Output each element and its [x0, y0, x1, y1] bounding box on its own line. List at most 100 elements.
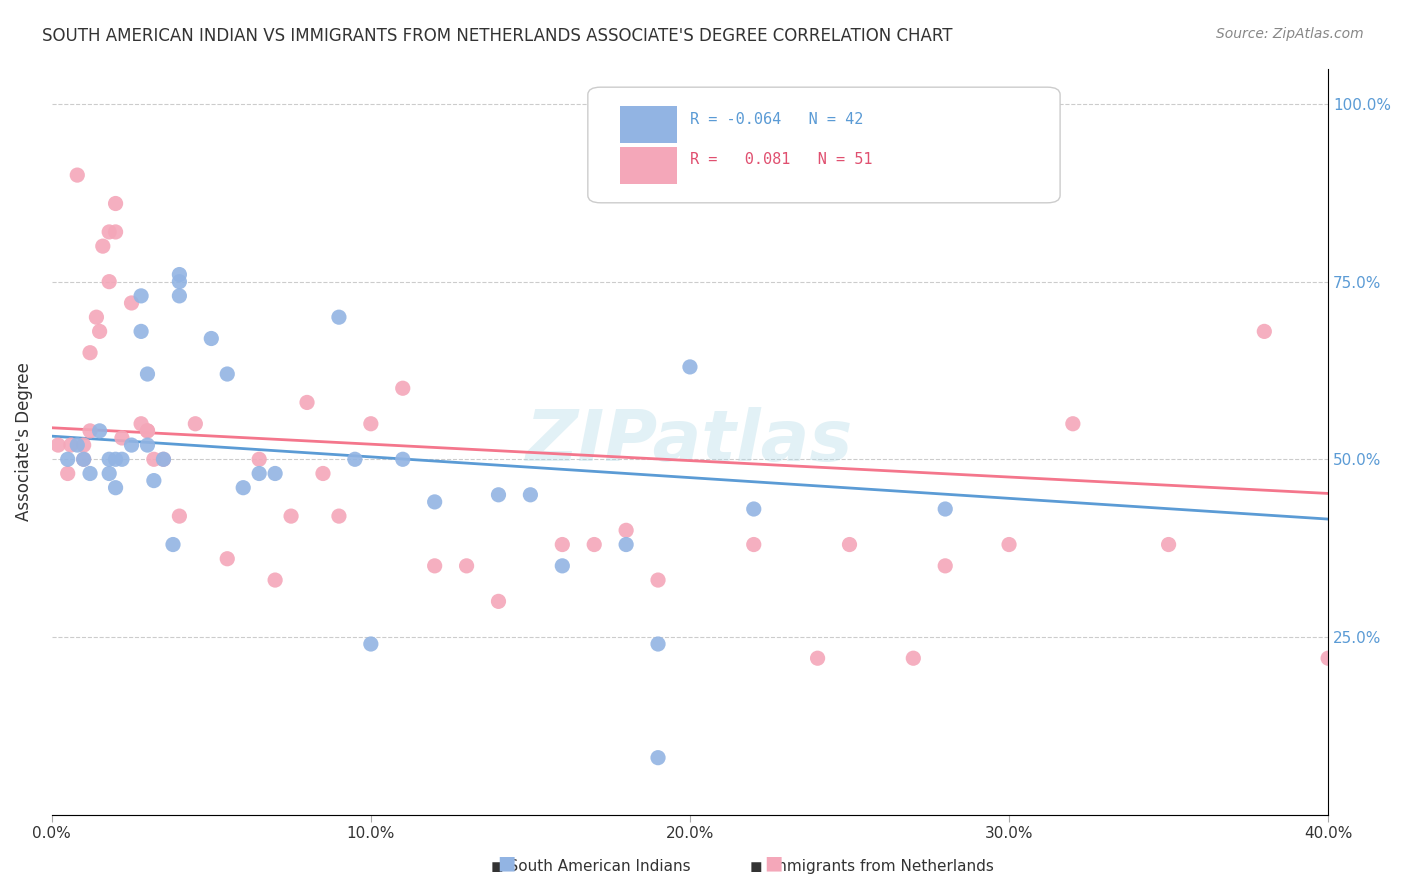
- Point: [583, 537, 606, 551]
- Point: [647, 637, 669, 651]
- Point: [184, 417, 207, 431]
- Point: [360, 417, 382, 431]
- Point: [89, 325, 111, 339]
- FancyBboxPatch shape: [620, 106, 678, 143]
- Point: [391, 381, 413, 395]
- Point: [169, 275, 191, 289]
- Point: [551, 558, 574, 573]
- Point: [647, 750, 669, 764]
- Point: [217, 551, 239, 566]
- Point: [488, 594, 510, 608]
- Point: [136, 424, 159, 438]
- Point: [98, 275, 121, 289]
- Point: [614, 524, 637, 538]
- Point: [129, 325, 152, 339]
- Text: R = -0.064   N = 42: R = -0.064 N = 42: [690, 112, 863, 127]
- Point: [934, 558, 956, 573]
- Text: ■: ■: [496, 854, 516, 872]
- Point: [129, 417, 152, 431]
- Point: [79, 345, 101, 359]
- Point: [111, 431, 134, 445]
- Point: [73, 452, 96, 467]
- Point: [328, 310, 350, 325]
- Point: [806, 651, 828, 665]
- Point: [264, 467, 287, 481]
- Point: [614, 537, 637, 551]
- Point: [647, 573, 669, 587]
- Point: [360, 637, 382, 651]
- Text: ZIPatlas: ZIPatlas: [526, 407, 853, 476]
- Point: [104, 452, 127, 467]
- Point: [79, 424, 101, 438]
- Point: [73, 452, 96, 467]
- Point: [152, 452, 174, 467]
- Point: [142, 452, 165, 467]
- Point: [169, 509, 191, 524]
- Point: [56, 452, 79, 467]
- Y-axis label: Associate's Degree: Associate's Degree: [15, 362, 32, 521]
- Point: [73, 438, 96, 452]
- Point: [121, 438, 143, 452]
- Point: [152, 452, 174, 467]
- Point: [200, 331, 222, 345]
- Point: [136, 367, 159, 381]
- Point: [232, 481, 254, 495]
- Point: [391, 452, 413, 467]
- Point: [1317, 651, 1340, 665]
- Point: [423, 558, 446, 573]
- Point: [98, 467, 121, 481]
- Text: ◼ South American Indians: ◼ South American Indians: [491, 859, 690, 874]
- FancyBboxPatch shape: [588, 87, 1060, 202]
- Point: [89, 424, 111, 438]
- Point: [998, 537, 1021, 551]
- Point: [136, 438, 159, 452]
- Point: [217, 367, 239, 381]
- Point: [456, 558, 478, 573]
- Point: [104, 225, 127, 239]
- Point: [98, 225, 121, 239]
- Point: [742, 502, 765, 516]
- Point: [66, 168, 89, 182]
- Point: [1157, 537, 1180, 551]
- FancyBboxPatch shape: [620, 147, 678, 184]
- Point: [551, 537, 574, 551]
- Text: R =   0.081   N = 51: R = 0.081 N = 51: [690, 152, 873, 167]
- Point: [46, 438, 69, 452]
- Point: [488, 488, 510, 502]
- Point: [162, 537, 184, 551]
- Point: [1062, 417, 1084, 431]
- Text: ◼ Immigrants from Netherlands: ◼ Immigrants from Netherlands: [749, 859, 994, 874]
- Point: [1253, 325, 1275, 339]
- Point: [295, 395, 318, 409]
- Point: [280, 509, 302, 524]
- Point: [91, 239, 114, 253]
- Point: [129, 289, 152, 303]
- Point: [934, 502, 956, 516]
- Point: [104, 196, 127, 211]
- Point: [66, 438, 89, 452]
- Point: [86, 310, 108, 325]
- Point: [136, 424, 159, 438]
- Point: [312, 467, 335, 481]
- Point: [111, 452, 134, 467]
- Point: [121, 296, 143, 310]
- Point: [169, 289, 191, 303]
- Text: SOUTH AMERICAN INDIAN VS IMMIGRANTS FROM NETHERLANDS ASSOCIATE'S DEGREE CORRELAT: SOUTH AMERICAN INDIAN VS IMMIGRANTS FROM…: [42, 27, 953, 45]
- Point: [423, 495, 446, 509]
- Point: [742, 537, 765, 551]
- Point: [104, 481, 127, 495]
- Point: [679, 359, 702, 374]
- Point: [343, 452, 366, 467]
- Point: [519, 488, 541, 502]
- Point: [264, 573, 287, 587]
- Point: [56, 467, 79, 481]
- Point: [79, 467, 101, 481]
- Point: [247, 452, 270, 467]
- Point: [142, 474, 165, 488]
- Point: [98, 452, 121, 467]
- Point: [59, 438, 82, 452]
- Point: [328, 509, 350, 524]
- Point: [169, 268, 191, 282]
- Text: Source: ZipAtlas.com: Source: ZipAtlas.com: [1216, 27, 1364, 41]
- Point: [903, 651, 925, 665]
